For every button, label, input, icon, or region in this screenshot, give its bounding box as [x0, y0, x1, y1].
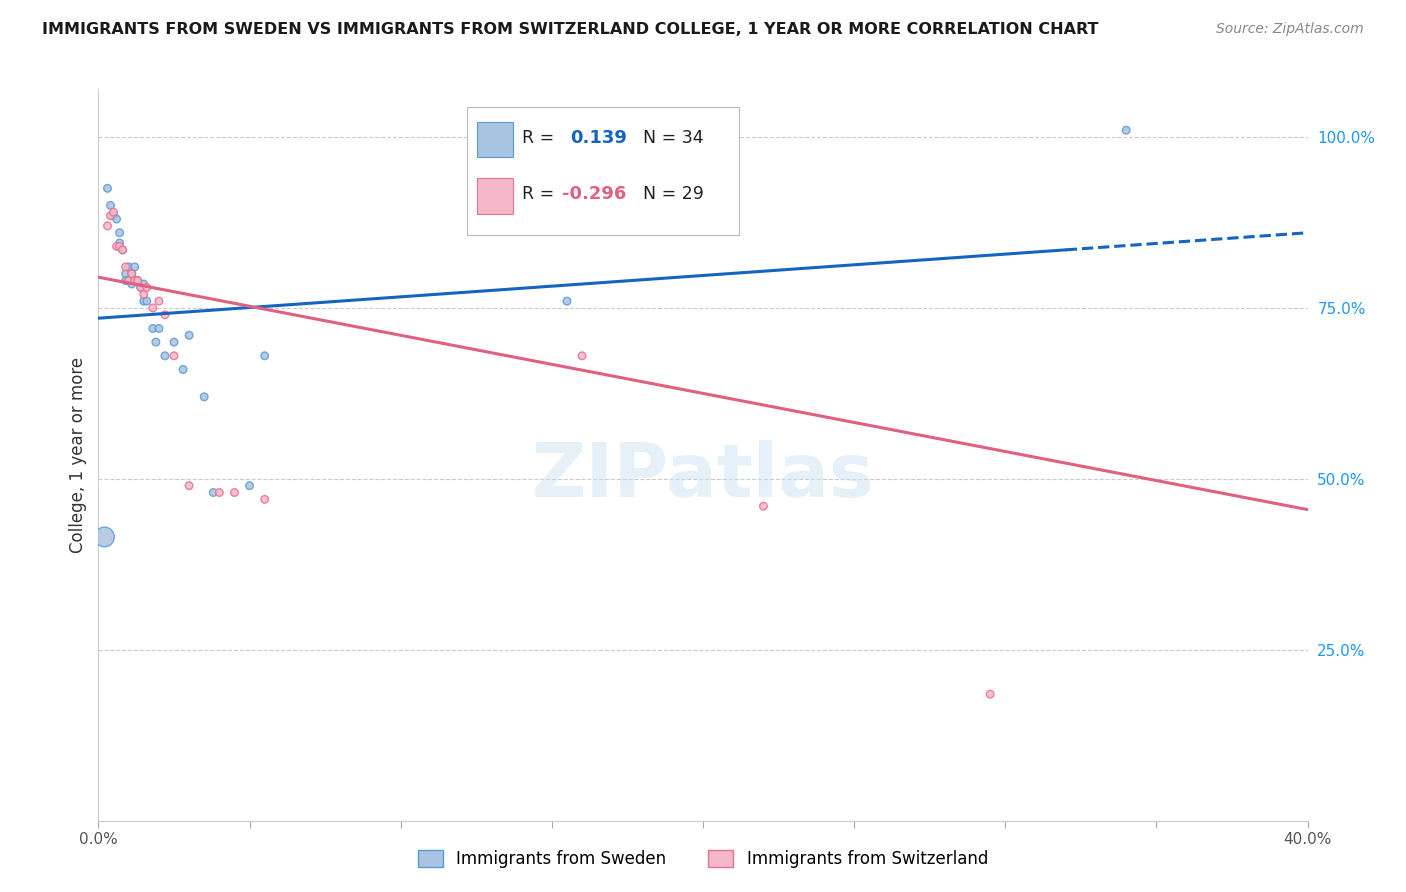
Point — [108, 226, 131, 240]
Point — [135, 280, 157, 294]
Point — [124, 274, 146, 288]
Point — [121, 267, 143, 281]
Point — [979, 687, 1001, 701]
Point — [163, 349, 186, 363]
Text: IMMIGRANTS FROM SWEDEN VS IMMIGRANTS FROM SWITZERLAND COLLEGE, 1 YEAR OR MORE CO: IMMIGRANTS FROM SWEDEN VS IMMIGRANTS FRO… — [42, 22, 1098, 37]
Text: R =: R = — [522, 185, 554, 202]
Text: Source: ZipAtlas.com: Source: ZipAtlas.com — [1216, 22, 1364, 37]
Point — [118, 274, 141, 288]
Point — [208, 485, 231, 500]
Point — [100, 209, 122, 223]
Legend: Immigrants from Sweden, Immigrants from Switzerland: Immigrants from Sweden, Immigrants from … — [412, 843, 994, 875]
Point — [118, 274, 141, 288]
Point — [114, 274, 136, 288]
Point — [132, 277, 155, 291]
Point — [148, 294, 170, 309]
Point — [111, 243, 134, 257]
Point — [127, 274, 149, 288]
Point — [153, 349, 176, 363]
Point — [253, 492, 276, 507]
Text: N = 29: N = 29 — [643, 185, 703, 202]
Point — [96, 219, 118, 233]
Point — [114, 260, 136, 274]
Point — [105, 212, 128, 227]
Bar — [477, 178, 513, 213]
Point — [103, 205, 125, 219]
Text: ZIPatlas: ZIPatlas — [531, 441, 875, 514]
Point — [1115, 123, 1137, 137]
FancyBboxPatch shape — [467, 107, 740, 235]
Point — [179, 328, 201, 343]
Text: -0.296: -0.296 — [561, 185, 626, 202]
Text: 0.139: 0.139 — [569, 129, 627, 147]
Point — [105, 239, 128, 253]
Point — [135, 294, 157, 309]
Point — [121, 267, 143, 281]
Point — [96, 181, 118, 195]
Point — [179, 478, 201, 492]
Point — [239, 478, 262, 492]
Point — [163, 335, 186, 350]
Point — [555, 294, 578, 309]
Point — [224, 485, 246, 500]
Point — [132, 287, 155, 301]
Point — [193, 390, 215, 404]
Point — [142, 301, 165, 315]
Point — [121, 277, 143, 291]
Point — [571, 349, 593, 363]
Point — [108, 235, 131, 250]
Point — [129, 280, 152, 294]
Point — [100, 198, 122, 212]
Text: N = 34: N = 34 — [643, 129, 703, 147]
Point — [172, 362, 194, 376]
Point — [142, 321, 165, 335]
Point — [202, 485, 225, 500]
Text: R =: R = — [522, 129, 554, 147]
Bar — [477, 122, 513, 157]
Point — [93, 530, 115, 544]
Point — [129, 280, 152, 294]
Point — [124, 274, 146, 288]
Point — [132, 294, 155, 309]
Point — [145, 335, 167, 350]
Point — [103, 209, 125, 223]
Point — [118, 260, 141, 274]
Point — [111, 243, 134, 257]
Point — [127, 274, 149, 288]
Point — [108, 239, 131, 253]
Point — [124, 260, 146, 274]
Point — [153, 308, 176, 322]
Point — [114, 267, 136, 281]
Point — [148, 321, 170, 335]
Point — [752, 499, 775, 513]
Y-axis label: College, 1 year or more: College, 1 year or more — [69, 357, 87, 553]
Point — [253, 349, 276, 363]
